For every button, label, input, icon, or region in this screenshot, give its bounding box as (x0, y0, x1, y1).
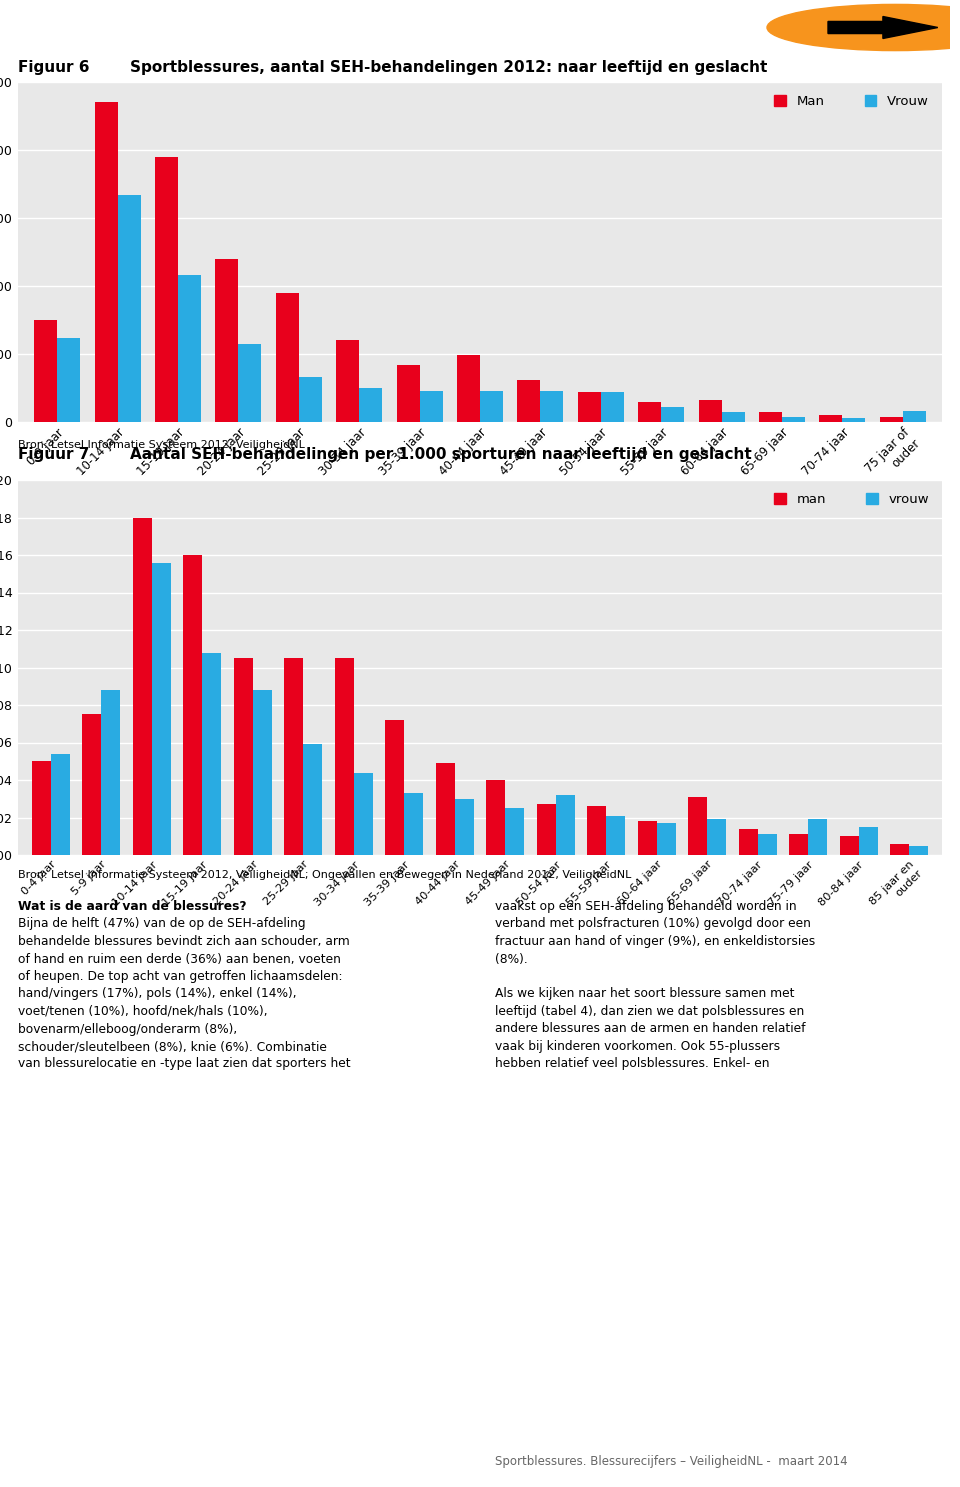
Bar (420, 391, 443, 422)
Bar (396, 364, 420, 422)
Text: Figuur 7: Figuur 7 (18, 448, 89, 462)
Text: Figuur 6: Figuur 6 (18, 59, 89, 74)
Bar (303, 745, 323, 855)
Bar (178, 275, 201, 422)
Bar (820, 415, 842, 422)
Circle shape (767, 4, 960, 51)
Bar (738, 828, 757, 855)
Bar (890, 843, 909, 855)
Text: voet/tenen (10%), hoofd/nek/hals (10%),: voet/tenen (10%), hoofd/nek/hals (10%), (18, 1005, 268, 1019)
Bar (95, 103, 118, 422)
Text: (8%).: (8%). (495, 953, 528, 965)
Text: hand/vingers (17%), pols (14%), enkel (14%),: hand/vingers (17%), pols (14%), enkel (1… (18, 987, 297, 1001)
Bar (699, 400, 722, 422)
Text: hebben relatief veel polsblessures. Enkel- en: hebben relatief veel polsblessures. Enke… (495, 1057, 770, 1071)
Text: Bron: Letsel Informatie Systeem 2012, VeiligheidNL; Ongevallen en Bewegen in Ned: Bron: Letsel Informatie Systeem 2012, Ve… (18, 870, 632, 880)
Bar (480, 391, 503, 422)
Bar (203, 653, 222, 855)
Bar (517, 379, 540, 422)
Bar (299, 378, 322, 422)
Text: andere blessures aan de armen en handen relatief: andere blessures aan de armen en handen … (495, 1023, 805, 1035)
Bar (578, 393, 601, 422)
Bar (661, 407, 684, 422)
Bar (284, 659, 303, 855)
Text: of heupen. De top acht van getroffen lichaamsdelen:: of heupen. De top acht van getroffen lic… (18, 970, 343, 983)
Text: bovenarm/elleboog/onderarm (8%),: bovenarm/elleboog/onderarm (8%), (18, 1023, 237, 1035)
Text: behandelde blessures bevindt zich aan schouder, arm: behandelde blessures bevindt zich aan sc… (18, 935, 349, 949)
Bar (759, 412, 782, 422)
Bar (657, 824, 676, 855)
Bar (252, 690, 272, 855)
Bar (537, 804, 556, 855)
Bar (404, 793, 423, 855)
Bar (183, 555, 203, 855)
Bar (335, 659, 354, 855)
Bar (757, 834, 777, 855)
Bar (637, 821, 657, 855)
Bar (152, 562, 171, 855)
Bar (132, 517, 152, 855)
Bar (909, 846, 928, 855)
Bar (556, 796, 575, 855)
Bar (708, 819, 727, 855)
Legend: man, vrouw: man, vrouw (768, 486, 935, 513)
Bar (35, 320, 58, 422)
Bar (858, 827, 877, 855)
Bar (102, 690, 121, 855)
Bar (156, 156, 178, 422)
Bar (436, 763, 455, 855)
Bar (540, 391, 564, 422)
Text: schouder/sleutelbeen (8%), knie (6%). Combinatie: schouder/sleutelbeen (8%), knie (6%). Co… (18, 1039, 326, 1053)
Bar (83, 714, 102, 855)
Text: van blessurelocatie en -type laat zien dat sporters het: van blessurelocatie en -type laat zien d… (18, 1057, 350, 1071)
Bar (336, 341, 359, 422)
Bar (238, 345, 261, 422)
Legend: Man, Vrouw: Man, Vrouw (768, 89, 935, 114)
Bar (789, 834, 808, 855)
Bar (215, 259, 238, 422)
Bar (385, 720, 404, 855)
Bar (839, 836, 858, 855)
Text: of hand en ruim een derde (36%) aan benen, voeten: of hand en ruim een derde (36%) aan bene… (18, 953, 341, 965)
Bar (354, 773, 372, 855)
Text: vaakst op een SEH-afdeling behandeld worden in: vaakst op een SEH-afdeling behandeld wor… (495, 900, 797, 913)
Bar (359, 388, 382, 422)
Bar (486, 781, 505, 855)
Bar (233, 659, 252, 855)
Bar (588, 806, 606, 855)
Text: Als we kijken naar het soort blessure samen met: Als we kijken naar het soort blessure sa… (495, 987, 795, 1001)
Bar (455, 799, 474, 855)
Bar (606, 816, 625, 855)
Text: vaak bij kinderen voorkomen. Ook 55-plussers: vaak bij kinderen voorkomen. Ook 55-plus… (495, 1039, 780, 1053)
Bar (879, 416, 902, 422)
Text: verband met polsfracturen (10%) gevolgd door een: verband met polsfracturen (10%) gevolgd … (495, 917, 811, 931)
Text: fractuur aan hand of vinger (9%), en enkeldistorsies: fractuur aan hand of vinger (9%), en enk… (495, 935, 815, 949)
Text: Bron: Letsel Informatie Systeem 2012, VeiligheidNL: Bron: Letsel Informatie Systeem 2012, Ve… (18, 440, 305, 451)
Bar (505, 807, 524, 855)
Bar (842, 418, 865, 422)
Bar (457, 355, 480, 422)
Bar (58, 338, 81, 422)
Bar (902, 410, 925, 422)
Text: leeftijd (tabel 4), dan zien we dat polsblessures en: leeftijd (tabel 4), dan zien we dat pols… (495, 1005, 804, 1019)
Bar (276, 293, 299, 422)
FancyArrow shape (828, 16, 938, 39)
Text: Bijna de helft (47%) van de op de SEH-afdeling: Bijna de helft (47%) van de op de SEH-af… (18, 917, 305, 931)
Bar (118, 195, 140, 422)
Bar (51, 754, 70, 855)
Bar (601, 393, 624, 422)
Bar (808, 819, 828, 855)
Text: Aantal SEH-behandelingen per 1.000 sporturen naar leeftijd en geslacht: Aantal SEH-behandelingen per 1.000 sport… (130, 448, 752, 462)
Bar (638, 401, 661, 422)
Bar (688, 797, 708, 855)
Text: Wat is de aard van de blessures?: Wat is de aard van de blessures? (18, 900, 247, 913)
Text: Sportblessures. Blessurecijfers – VeiligheidNL -  maart 2014: Sportblessures. Blessurecijfers – Veilig… (495, 1454, 848, 1468)
Bar (782, 416, 804, 422)
Bar (722, 412, 745, 422)
Bar (32, 761, 51, 855)
Text: Sportblessures, aantal SEH-behandelingen 2012: naar leeftijd en geslacht: Sportblessures, aantal SEH-behandelingen… (130, 59, 767, 74)
